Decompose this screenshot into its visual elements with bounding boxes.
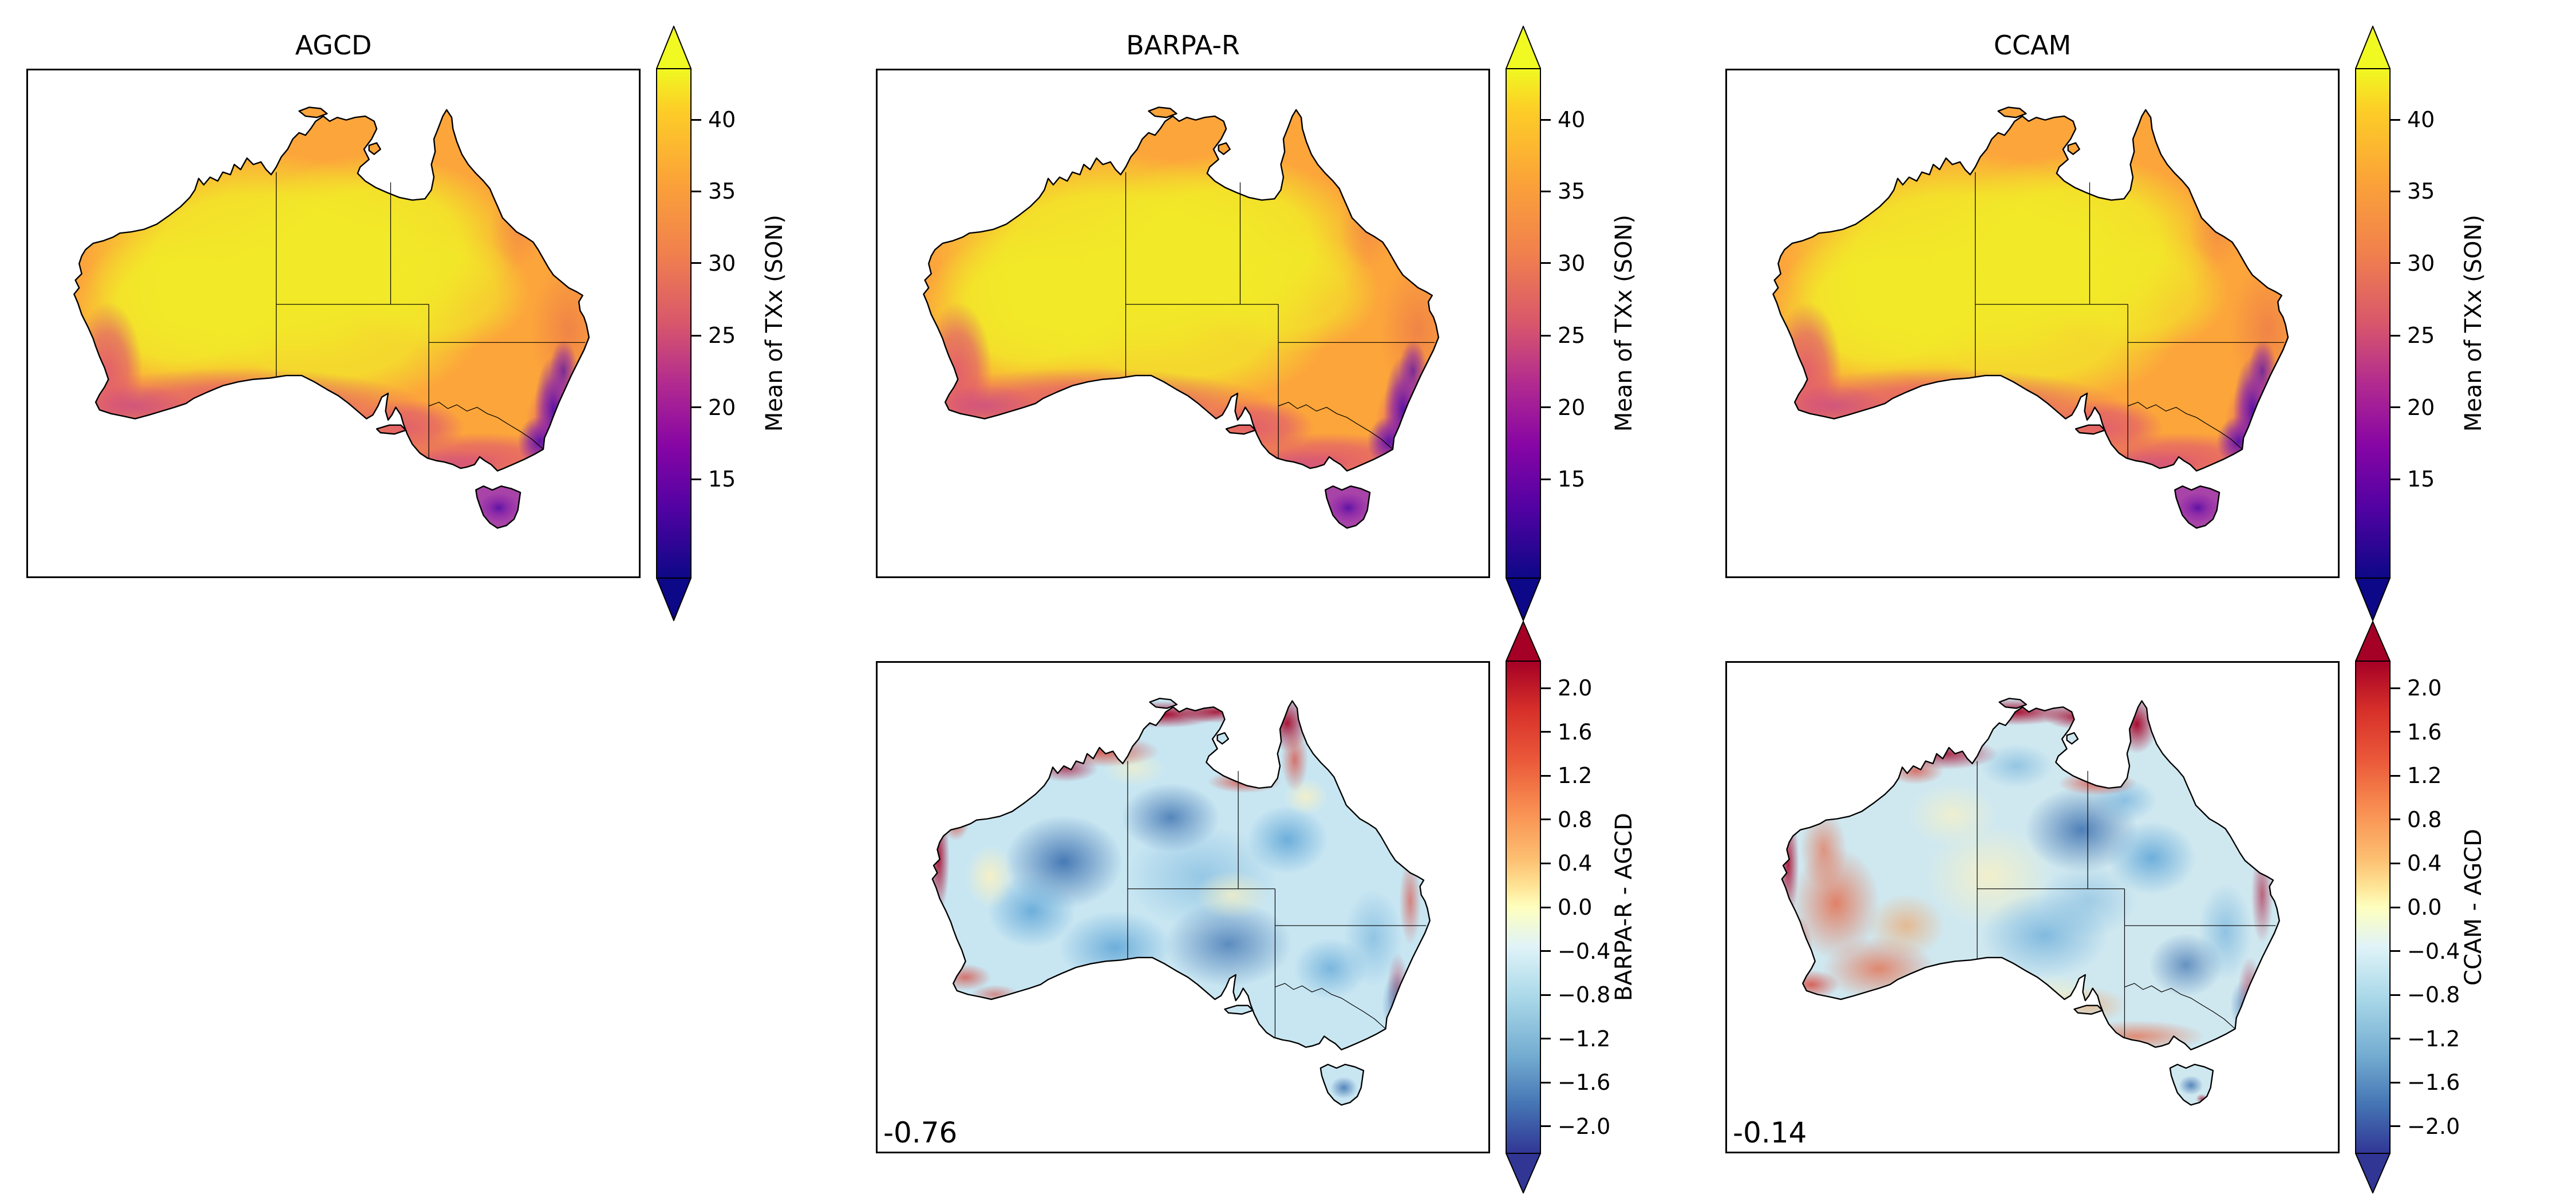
australia-map-barpa — [878, 70, 1488, 576]
mean-bias-barpa: -0.76 — [883, 1116, 958, 1149]
colorbar-tick: 0.0 — [2391, 895, 2441, 920]
panel-title-ccam: CCAM — [1993, 30, 2072, 61]
australia-map-ccam — [1727, 70, 2338, 576]
map-frame-barpa-diff: -0.76 — [876, 661, 1490, 1153]
colorbar-tick: 25 — [1541, 323, 1585, 348]
colorbar-tick: 35 — [692, 179, 736, 204]
colorbar-barpa-diff — [1506, 621, 1541, 1193]
colorbar-agcd — [656, 26, 692, 621]
colorbar-tick: 0.4 — [2391, 851, 2441, 876]
colorbar-tick: 40 — [692, 107, 736, 132]
colorbar-tick: 0.8 — [1541, 807, 1592, 832]
colorbar-tick: 30 — [2391, 251, 2435, 276]
colorbar-tick: 0.8 — [2391, 807, 2441, 832]
australia-map-barpa-diff — [878, 663, 1488, 1152]
panel-title-agcd: AGCD — [295, 30, 372, 61]
colorbar-tick: 15 — [2391, 466, 2435, 492]
australia-map-agcd — [28, 70, 639, 576]
colorbar-tick: 40 — [2391, 107, 2435, 132]
colorbar-tick: 2.0 — [1541, 675, 1592, 701]
colorbar-ticks-barpa-diff: 2.0 1.6 1.2 0.8 0.4 0.0 −0.4 −0.8 −1.2 −… — [1541, 661, 1638, 1153]
colorbar-tick: 20 — [692, 395, 736, 420]
colorbar-tick: 35 — [2391, 179, 2435, 204]
colorbar-tick: −0.8 — [1541, 982, 1610, 1007]
colorbar-ticks-ccam: 40 35 30 25 20 15 — [2391, 69, 2488, 578]
colorbar-label-ccam-diff: CCAM - AGCD — [2460, 829, 2487, 986]
colorbar-ccam — [2355, 26, 2391, 621]
colorbar-tick: 35 — [1541, 179, 1585, 204]
colorbar-ccam-diff — [2355, 621, 2391, 1193]
colorbar-tick: 20 — [2391, 395, 2435, 420]
colorbar-tick: 1.2 — [2391, 763, 2441, 788]
colorbar-tick: 1.6 — [2391, 719, 2441, 745]
colorbar-label-barpa-diff: BARPA-R - AGCD — [1611, 813, 1637, 1002]
colorbar-tick: −0.4 — [2391, 939, 2460, 964]
colorbar-tick: −2.0 — [1541, 1114, 1610, 1139]
colorbar-tick: 2.0 — [2391, 675, 2441, 701]
colorbar-tick: −1.6 — [1541, 1070, 1610, 1095]
colorbar-tick: 0.0 — [1541, 895, 1592, 920]
colorbar-tick: −1.6 — [2391, 1070, 2460, 1095]
colorbar-tick: 15 — [692, 466, 736, 492]
colorbar-tick: 25 — [2391, 323, 2435, 348]
colorbar-tick: 30 — [692, 251, 736, 276]
map-frame-barpa — [876, 69, 1490, 578]
colorbar-ticks-barpa: 40 35 30 25 20 15 — [1541, 69, 1638, 578]
colorbar-tick: 40 — [1541, 107, 1585, 132]
colorbar-tick: −1.2 — [1541, 1026, 1610, 1051]
colorbar-tick: 20 — [1541, 395, 1585, 420]
colorbar-tick: −2.0 — [2391, 1114, 2460, 1139]
map-frame-ccam — [1725, 69, 2340, 578]
colorbar-ticks-ccam-diff: 2.0 1.6 1.2 0.8 0.4 0.0 −0.4 −0.8 −1.2 −… — [2391, 661, 2488, 1153]
australia-map-ccam-diff — [1727, 663, 2338, 1152]
colorbar-tick: −1.2 — [2391, 1026, 2460, 1051]
colorbar-label-barpa: Mean of TXx (SON) — [1611, 215, 1637, 432]
colorbar-label-ccam: Mean of TXx (SON) — [2460, 215, 2487, 432]
colorbar-tick: 1.6 — [1541, 719, 1592, 745]
map-frame-agcd — [26, 69, 641, 578]
colorbar-ticks-agcd: 40 35 30 25 20 15 — [692, 69, 789, 578]
colorbar-tick: 25 — [692, 323, 736, 348]
colorbar-tick: 30 — [1541, 251, 1585, 276]
colorbar-label-agcd: Mean of TXx (SON) — [761, 215, 788, 432]
colorbar-tick: 1.2 — [1541, 763, 1592, 788]
mean-bias-ccam: -0.14 — [1733, 1116, 1807, 1149]
colorbar-tick: 0.4 — [1541, 851, 1592, 876]
colorbar-tick: 15 — [1541, 466, 1585, 492]
colorbar-tick: −0.8 — [2391, 982, 2460, 1007]
colorbar-tick: −0.4 — [1541, 939, 1610, 964]
panel-title-barpa: BARPA-R — [1126, 30, 1240, 61]
map-frame-ccam-diff: -0.14 — [1725, 661, 2340, 1153]
colorbar-barpa — [1506, 26, 1541, 621]
